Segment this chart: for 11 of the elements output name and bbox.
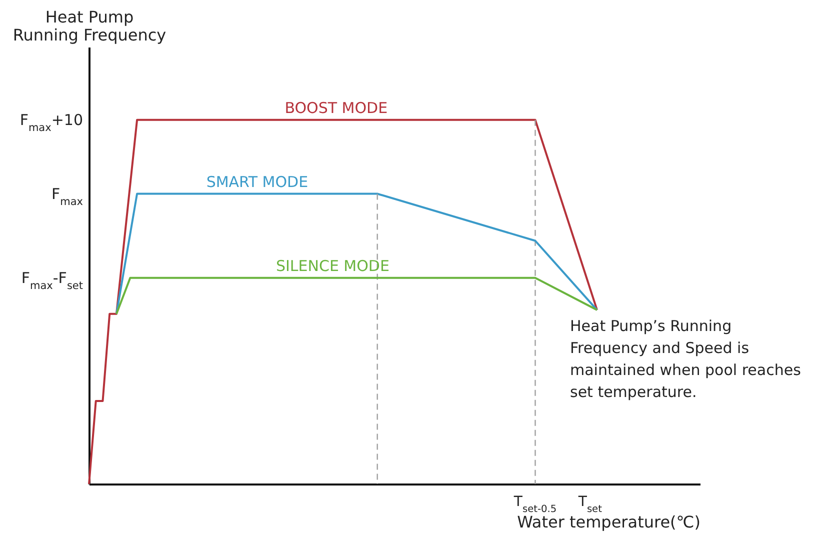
text: F$_{max}$-F$_{set}$ (21, 268, 83, 292)
text: F$_{max}$ (51, 184, 83, 208)
series-label: BOOST MODE (284, 98, 388, 117)
x-tick-label: T$_{set-0.5}$ (512, 494, 557, 514)
y-axis-title: Heat Pump Running Frequency (12, 8, 166, 44)
text: F$_{max}$+10 (20, 110, 83, 134)
series-label: SMART MODE (206, 172, 308, 191)
annotation: Heat Pump’s Running Frequency and Speed is maintained when pool reaches set temperature. (570, 317, 802, 401)
series-label: SILENCE MODE (276, 256, 390, 275)
x-tick-label: T$_{set}$ (577, 494, 602, 514)
x-axis-title: Water temperature(℃) (517, 512, 700, 532)
